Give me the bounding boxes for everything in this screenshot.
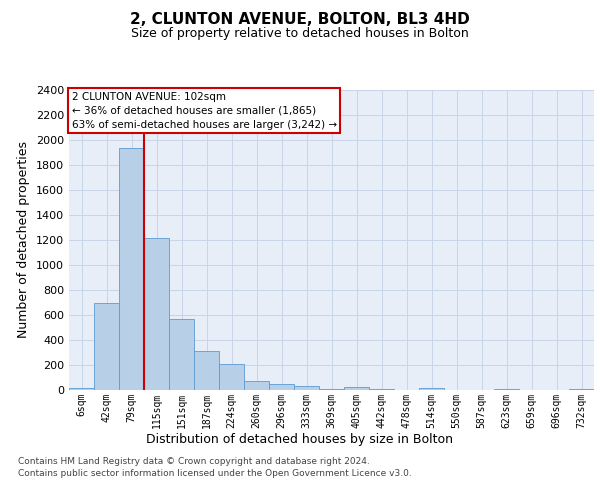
Bar xyxy=(294,386,319,390)
Bar xyxy=(219,364,244,390)
Bar xyxy=(419,388,444,390)
Text: 2 CLUNTON AVENUE: 102sqm
← 36% of detached houses are smaller (1,865)
63% of sem: 2 CLUNTON AVENUE: 102sqm ← 36% of detach… xyxy=(71,92,337,130)
Text: Distribution of detached houses by size in Bolton: Distribution of detached houses by size … xyxy=(146,432,454,446)
Text: Contains HM Land Registry data © Crown copyright and database right 2024.: Contains HM Land Registry data © Crown c… xyxy=(18,457,370,466)
Y-axis label: Number of detached properties: Number of detached properties xyxy=(17,142,31,338)
Bar xyxy=(244,380,269,390)
Bar xyxy=(144,238,169,390)
Bar xyxy=(94,302,119,390)
Bar xyxy=(169,319,194,390)
Bar xyxy=(69,388,94,390)
Text: Size of property relative to detached houses in Bolton: Size of property relative to detached ho… xyxy=(131,28,469,40)
Bar xyxy=(119,148,144,390)
Text: Contains public sector information licensed under the Open Government Licence v3: Contains public sector information licen… xyxy=(18,469,412,478)
Bar xyxy=(344,386,369,390)
Text: 2, CLUNTON AVENUE, BOLTON, BL3 4HD: 2, CLUNTON AVENUE, BOLTON, BL3 4HD xyxy=(130,12,470,28)
Bar xyxy=(269,384,294,390)
Bar xyxy=(194,351,219,390)
